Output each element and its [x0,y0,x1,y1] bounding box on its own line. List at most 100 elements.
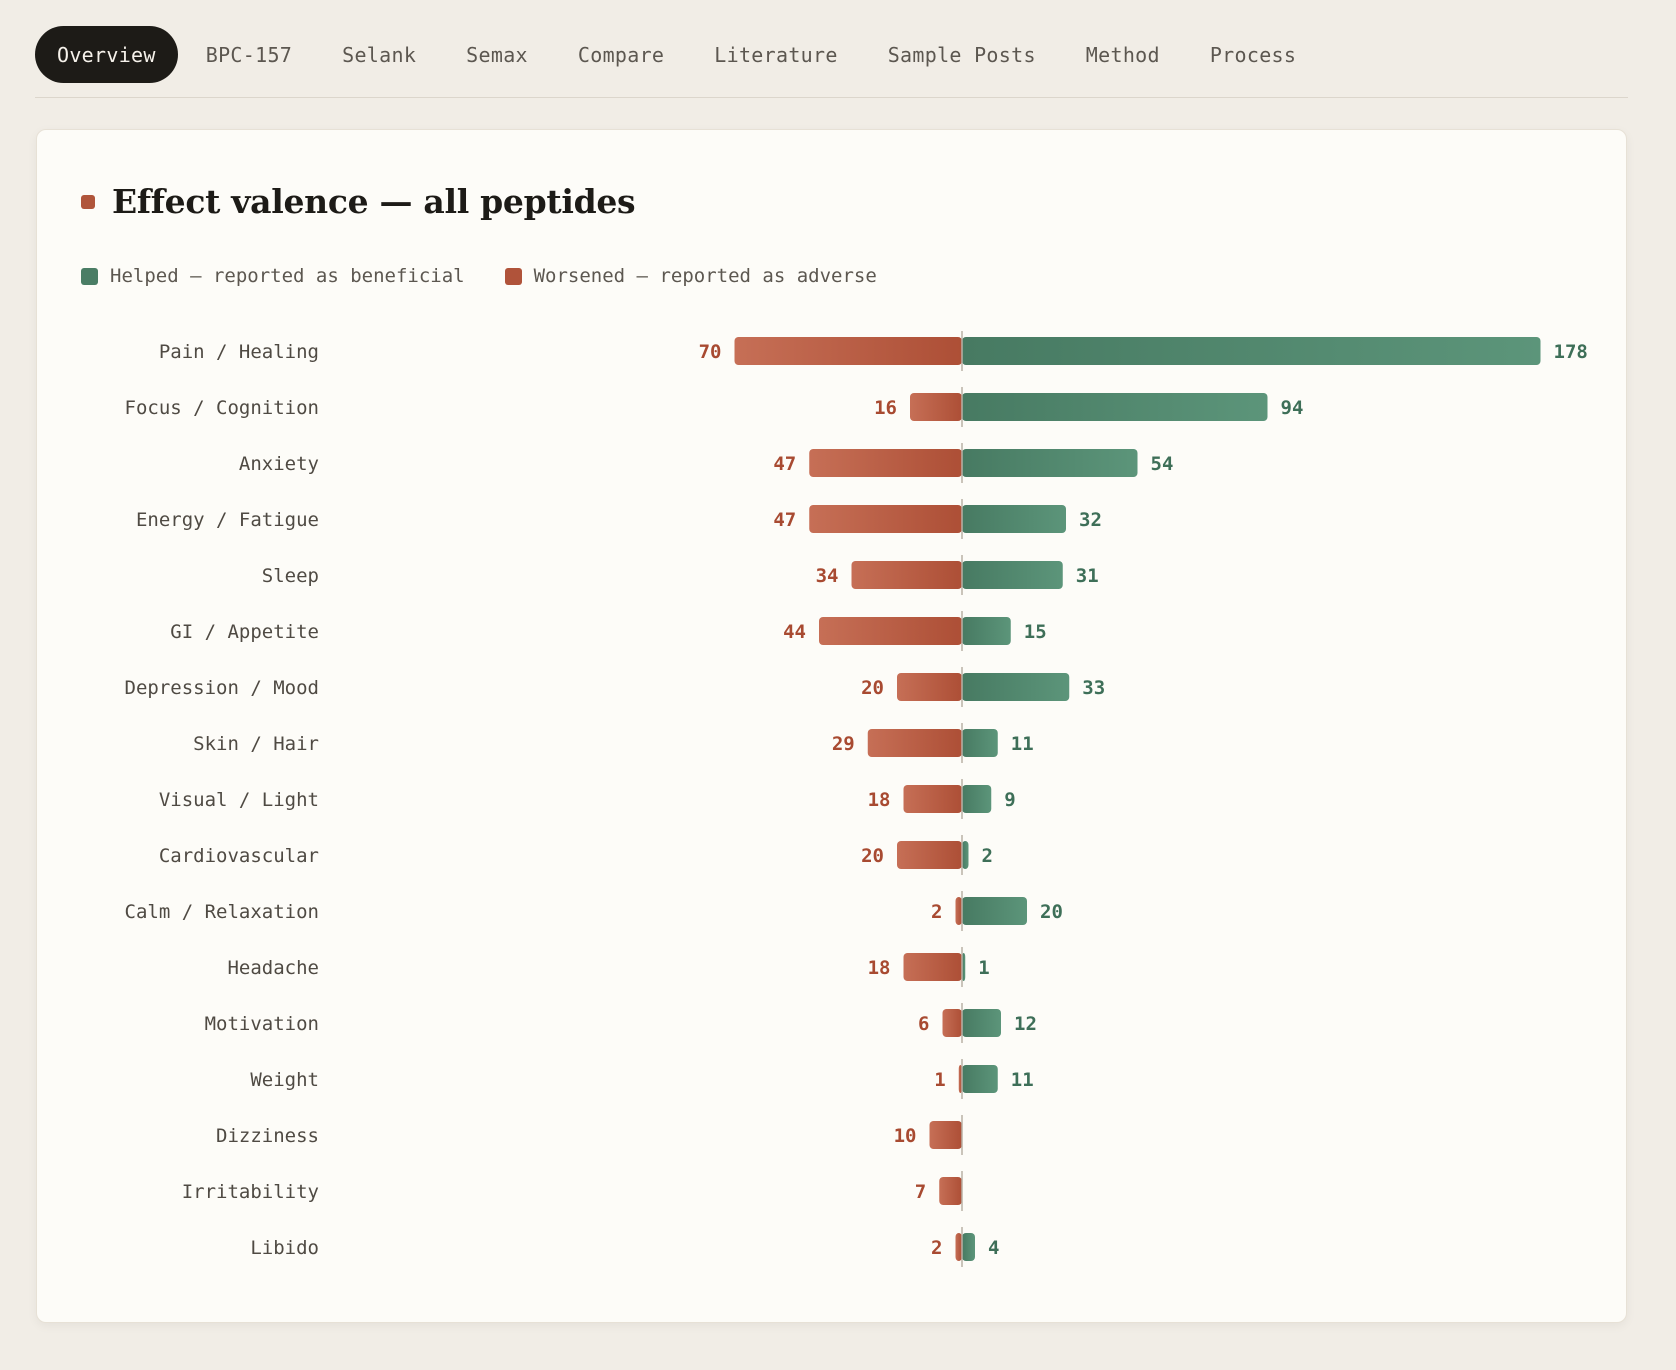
chart-row: Pain / Healing 70 178 [159,331,1588,371]
category-label: Irritability [182,1181,319,1203]
legend-label-worsened: Worsened — reported as adverse [533,265,877,287]
bar-helped [962,1009,1001,1037]
chart-row: Cardiovascular 20 2 [159,835,993,875]
chart-row: Visual / Light 18 9 [159,779,1016,819]
value-label-worsened: 20 [861,845,884,867]
bar-worsened [958,1065,962,1093]
value-label-worsened: 7 [915,1181,926,1203]
value-label-helped: 11 [1011,733,1034,755]
value-label-worsened: 44 [783,621,806,643]
bar-helped [962,505,1066,533]
value-label-helped: 15 [1024,621,1047,643]
legend-label-helped: Helped — reported as beneficial [110,265,465,287]
value-label-worsened: 10 [894,1125,917,1147]
value-label-helped: 2 [982,845,993,867]
chart-card: Effect valence — all peptides Helped — r… [36,129,1627,1323]
value-label-helped: 178 [1554,341,1588,363]
tab-literature[interactable]: Literature [714,42,838,67]
category-label: Pain / Healing [159,341,319,363]
value-label-worsened: 2 [931,1237,942,1259]
chart-row: Sleep 34 31 [262,555,1099,595]
bar-helped [962,561,1063,589]
bar-helped [962,617,1011,645]
category-label: Energy / Fatigue [136,509,319,531]
chart-legend: Helped — reported as beneficial Worsened… [81,265,917,287]
value-label-helped: 20 [1040,901,1063,923]
category-label: Libido [250,1237,319,1259]
tab-bpc-157[interactable]: BPC-157 [205,42,293,67]
category-label: Focus / Cognition [125,397,319,419]
bar-worsened [903,785,962,813]
legend-item-helped: Helped — reported as beneficial [81,265,465,287]
bar-helped [962,1233,975,1261]
bar-worsened [809,505,962,533]
bar-worsened [903,953,962,981]
chart-row: Anxiety 47 54 [239,443,1173,483]
tab-bar: Overview BPC-157 Selank Semax Compare Literat… [35,26,1628,98]
category-label: Weight [250,1069,319,1091]
value-label-worsened: 47 [773,453,796,475]
category-label: Sleep [262,565,319,587]
tab-selank[interactable]: Selank [342,42,417,67]
value-label-worsened: 47 [773,509,796,531]
value-label-worsened: 18 [868,789,891,811]
category-label: Dizziness [216,1125,319,1147]
category-label: Anxiety [239,453,319,475]
value-label-worsened: 20 [861,677,884,699]
tab-sample-posts[interactable]: Sample Posts [887,42,1036,67]
chart-row: Skin / Hair 29 11 [193,723,1034,763]
bar-worsened [867,729,962,757]
bar-helped [962,1065,998,1093]
category-label: Motivation [205,1013,319,1035]
category-label: Calm / Relaxation [125,901,319,923]
value-label-worsened: 2 [931,901,942,923]
chart-row: Headache 18 1 [227,947,990,987]
chart-row: Depression / Mood 20 33 [125,667,1105,707]
tab-compare[interactable]: Compare [577,42,665,67]
chart-row: GI / Appetite 44 15 [170,611,1047,651]
chart-row: Focus / Cognition 16 94 [125,387,1303,427]
bar-worsened [819,617,962,645]
category-label: Depression / Mood [125,677,319,699]
tab-overview[interactable]: Overview [35,26,178,83]
value-label-helped: 9 [1004,789,1015,811]
bar-worsened [851,561,962,589]
bar-worsened [929,1121,962,1149]
category-label: Skin / Hair [193,733,319,755]
category-label: Cardiovascular [159,845,319,867]
bar-helped [962,953,966,981]
bar-helped [962,673,1070,701]
bar-worsened [734,337,962,365]
category-label: GI / Appetite [170,621,319,643]
tab-method[interactable]: Method [1085,42,1160,67]
tab-semax[interactable]: Semax [466,42,528,67]
chart-row: Energy / Fatigue 47 32 [136,499,1102,539]
bar-worsened [939,1177,962,1205]
bar-helped [962,393,1268,421]
value-label-worsened: 1 [934,1069,945,1091]
bar-worsened [942,1009,962,1037]
bar-helped [962,897,1027,925]
value-label-worsened: 6 [918,1013,929,1035]
category-label: Visual / Light [159,789,319,811]
card-header: Effect valence — all peptides [81,182,636,221]
value-label-worsened: 29 [832,733,855,755]
value-label-helped: 31 [1076,565,1099,587]
value-label-helped: 33 [1082,677,1105,699]
bar-helped [962,449,1138,477]
legend-swatch-worsened [504,267,522,285]
chart-row: Motivation 6 12 [205,1003,1037,1043]
value-label-worsened: 18 [868,957,891,979]
bar-worsened [897,841,962,869]
value-label-helped: 54 [1151,453,1174,475]
value-label-worsened: 34 [816,565,839,587]
bar-helped [962,785,992,813]
chart-row: Libido 2 4 [250,1227,999,1267]
tab-process[interactable]: Process [1209,42,1297,67]
title-marker-icon [81,194,95,209]
chart-row: Dizziness 10 [216,1115,963,1155]
value-label-helped: 32 [1079,509,1102,531]
value-label-helped: 12 [1014,1013,1037,1035]
bar-worsened [955,897,962,925]
